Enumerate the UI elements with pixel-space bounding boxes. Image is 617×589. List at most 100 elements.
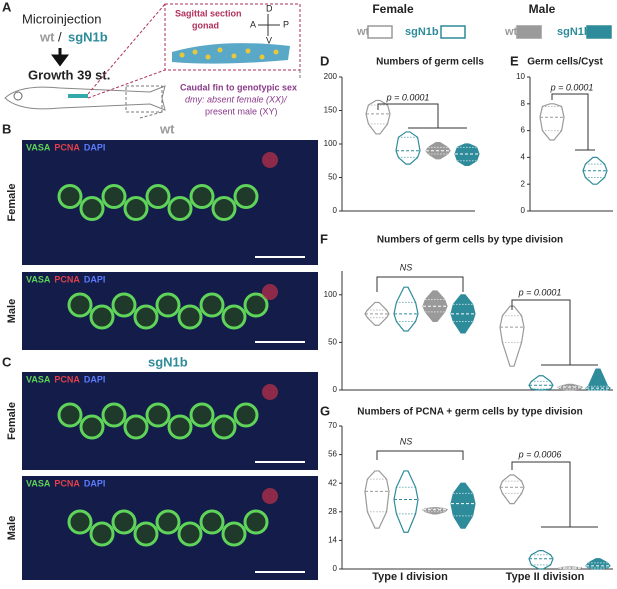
chart-title: Germ cells/Cyst	[527, 57, 603, 68]
germ-cell	[133, 521, 159, 547]
stain-label: VASA	[26, 274, 51, 284]
pcna-spot	[262, 488, 278, 504]
genotype: wt	[159, 121, 175, 136]
germ-cell	[111, 509, 137, 535]
y-tick-label: 4	[521, 153, 526, 162]
y-tick-label: 28	[328, 507, 337, 516]
stain-label: DAPI	[84, 374, 106, 384]
germ-cell	[199, 292, 225, 318]
y-tick-label: 150	[324, 106, 338, 115]
pcna-spot	[262, 152, 278, 168]
germ-cell	[57, 402, 83, 428]
stain-label: DAPI	[84, 478, 106, 488]
bracket	[551, 93, 595, 151]
germ-cell	[167, 414, 193, 440]
violin	[499, 305, 525, 367]
germ-cell	[177, 304, 203, 330]
germ-cell	[167, 196, 193, 221]
pcna-spot	[262, 384, 278, 400]
chart: D Numbers of germ cells 0 50 100 150 200 p = 0.…	[320, 53, 484, 215]
germ-cell	[243, 292, 269, 318]
genotype: sgN1b	[148, 354, 188, 369]
germ-cell	[233, 184, 259, 209]
germ-cell	[145, 184, 171, 209]
legend-swatch	[440, 25, 466, 39]
section-sub: gonad	[192, 20, 219, 30]
growth: Growth 39 st.	[28, 67, 110, 82]
legend-swatch	[516, 25, 542, 39]
violin	[364, 470, 390, 529]
violin	[393, 470, 419, 533]
arrow	[51, 48, 69, 67]
gonad	[68, 94, 88, 98]
germ-cell	[111, 292, 137, 318]
microinjection: Microinjection	[22, 11, 101, 26]
dmy-1: dmy: absent female (XX)/	[185, 94, 288, 104]
sgN1b: sgN1b	[68, 29, 108, 44]
row-label: Male	[6, 299, 18, 323]
y-tick-label: 100	[324, 139, 338, 148]
axis-a: A	[250, 19, 256, 29]
violin	[585, 558, 611, 570]
y-tick-label: 50	[328, 173, 337, 182]
annotation: p = 0.0001	[550, 82, 594, 92]
gonad-section	[172, 43, 290, 64]
germ-cell	[133, 304, 159, 330]
stain-label: VASA	[26, 478, 51, 488]
chart-title: Numbers of germ cells	[376, 57, 484, 68]
violin	[454, 143, 480, 167]
section-title: Sagittal section	[175, 8, 242, 18]
stain-label: PCNA	[54, 142, 80, 152]
germ-cell	[211, 414, 237, 440]
section-box	[164, 3, 301, 71]
panel-b: B wt	[2, 121, 175, 136]
stain-label: VASA	[26, 374, 51, 384]
germ-cell	[89, 304, 115, 330]
panel-label: B	[2, 121, 11, 136]
zoom-lines	[87, 3, 166, 99]
violin	[393, 286, 419, 332]
y-tick-label: 2	[521, 179, 526, 188]
y-tick-label: 8	[521, 99, 526, 108]
panel-label: C	[2, 354, 12, 369]
violin	[539, 103, 565, 141]
y-tick-label: 14	[328, 536, 337, 545]
panel-a: A Microinjection wt / sgN1b Growth 39 st…	[2, 0, 301, 119]
germ-cell	[221, 521, 247, 547]
caudal: Caudal fin to genotypic sex	[180, 82, 297, 92]
legend-label: wt	[504, 26, 518, 38]
pcna-spot	[262, 284, 278, 300]
germ-cell	[189, 402, 215, 428]
x-tick-label: Type II division	[506, 571, 585, 583]
violin	[421, 507, 449, 515]
y-tick-label: 6	[521, 126, 526, 135]
germ-cell	[89, 521, 115, 547]
legend-label: sgN1b	[405, 26, 439, 38]
fin-lines	[139, 70, 301, 119]
y-tick-label: 10	[516, 72, 525, 81]
legend-label: wt	[356, 26, 370, 38]
germ-cell	[79, 414, 105, 440]
y-tick-label: 100	[324, 290, 338, 299]
germ-cell	[145, 402, 171, 428]
axis-v: V	[266, 35, 272, 45]
dmy-2: present male (XY)	[205, 106, 278, 116]
slash: /	[58, 29, 62, 44]
y-tick-label: 0	[333, 206, 338, 215]
fish-eye	[13, 91, 23, 101]
x-tick-label: Type I division	[372, 571, 448, 583]
germ-cell	[123, 196, 149, 221]
stain-label: PCNA	[54, 374, 80, 384]
panel-label: G	[320, 403, 330, 418]
annotation: p = 0.0001	[518, 287, 562, 297]
row-label: Female	[6, 184, 18, 222]
panel-label: E	[510, 53, 519, 68]
germ-cell	[199, 509, 225, 535]
legend-title: Female	[372, 2, 414, 16]
annotation: NS	[400, 436, 413, 446]
germ-cell	[101, 184, 127, 209]
germ-cell	[67, 509, 93, 535]
germ-cell	[67, 292, 93, 318]
violin	[585, 368, 611, 391]
